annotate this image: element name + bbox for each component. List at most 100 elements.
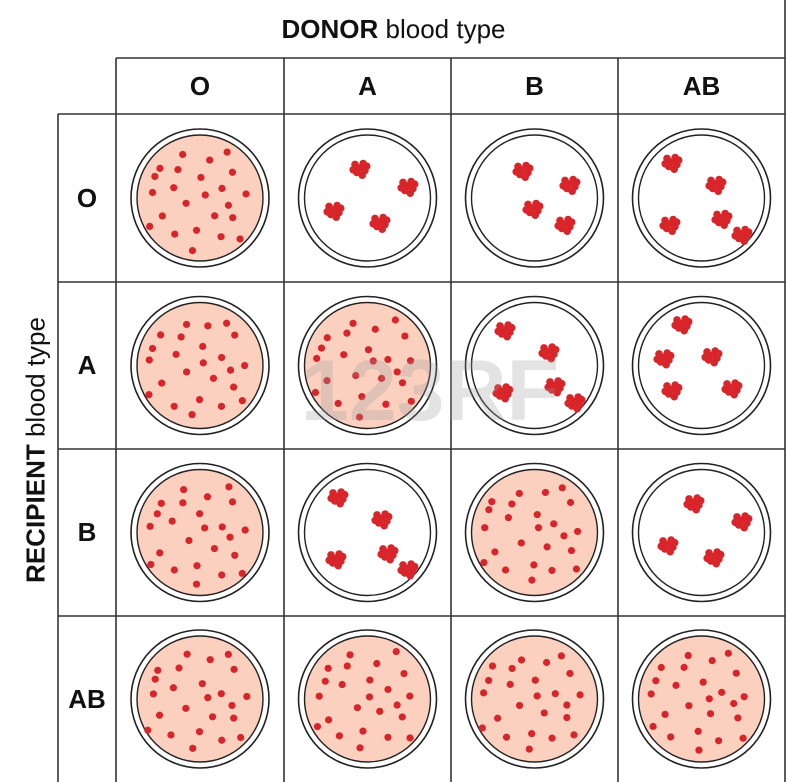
dish-a-o: [130, 295, 270, 436]
red-cell: [547, 354, 555, 363]
red-cell: [171, 230, 179, 238]
red-cell: [208, 713, 217, 721]
red-cell: [201, 191, 209, 199]
red-cell: [204, 694, 212, 702]
red-cell: [737, 230, 746, 238]
red-cell: [358, 171, 367, 179]
red-cell: [325, 556, 334, 565]
red-cell: [353, 704, 361, 712]
red-cell: [340, 351, 348, 359]
red-cell: [732, 669, 740, 677]
red-cell: [703, 554, 711, 563]
agglutination-clump: [703, 548, 725, 568]
red-cell: [369, 220, 378, 228]
red-cell: [515, 701, 524, 710]
red-cell: [734, 381, 743, 390]
dish-o-o: [130, 128, 270, 268]
dish-ab-b: [464, 629, 605, 769]
red-cell: [663, 540, 672, 549]
red-cell: [183, 650, 191, 658]
red-cell: [410, 180, 419, 188]
red-cell: [670, 538, 679, 547]
column-header-o: O: [189, 70, 211, 101]
red-cell: [674, 156, 683, 164]
red-cell: [406, 357, 415, 365]
red-cell: [376, 707, 384, 715]
red-cell: [366, 676, 374, 684]
red-cell: [333, 492, 342, 501]
red-cell: [217, 402, 226, 410]
red-cell: [718, 688, 726, 696]
red-cell: [683, 500, 691, 509]
red-cell: [724, 649, 732, 657]
red-cell: [494, 327, 503, 336]
red-cell: [699, 678, 707, 686]
dish-fluid: [637, 301, 766, 430]
red-cell: [557, 379, 566, 388]
dish-fluid: [303, 134, 432, 262]
red-cell: [228, 168, 237, 176]
red-cell: [661, 160, 669, 168]
red-cell: [541, 488, 550, 497]
red-cell: [480, 689, 488, 697]
red-cell: [210, 544, 219, 553]
red-cell: [237, 733, 245, 742]
agglutination-clump: [494, 321, 516, 341]
red-cell: [689, 498, 698, 507]
red-cell: [218, 571, 226, 579]
red-cell: [180, 486, 188, 494]
red-cell: [151, 675, 159, 683]
red-cell: [182, 704, 190, 712]
red-cell: [182, 320, 191, 329]
red-cell: [403, 182, 412, 190]
row-header-ab: AB: [68, 683, 106, 714]
red-cell: [336, 204, 345, 212]
red-cell: [185, 536, 193, 545]
red-cell: [390, 546, 399, 555]
red-cell: [175, 664, 183, 672]
red-cell: [338, 680, 346, 689]
red-cell: [397, 184, 406, 192]
red-cell: [531, 676, 539, 684]
agglutination-clump: [659, 215, 681, 235]
red-cell: [358, 393, 366, 401]
red-cell: [406, 189, 415, 197]
red-cell: [401, 332, 409, 340]
agglutination-clump: [705, 175, 727, 195]
red-cell: [740, 693, 748, 701]
red-cell: [229, 214, 237, 222]
red-cell: [705, 182, 713, 190]
red-cell: [534, 524, 543, 532]
red-cell: [563, 227, 571, 235]
red-cell: [338, 552, 347, 561]
red-cell: [493, 714, 502, 722]
dish-fluid: [637, 468, 766, 597]
red-cell: [188, 411, 196, 419]
red-cell: [206, 156, 214, 164]
agglutination-clump: [512, 161, 534, 181]
red-cell: [313, 722, 322, 731]
red-cell: [731, 518, 739, 527]
red-cell: [230, 714, 238, 722]
column-header-a: A: [358, 70, 377, 101]
column-header-ab: AB: [682, 70, 721, 101]
red-cell: [674, 383, 683, 392]
red-cell: [156, 164, 164, 172]
red-cell: [528, 730, 536, 738]
red-cell: [695, 746, 703, 754]
red-cell: [544, 347, 553, 356]
red-cell: [145, 356, 153, 364]
red-cell: [560, 532, 568, 540]
red-cell: [480, 558, 488, 567]
dish-ab-o: [130, 629, 270, 769]
red-cell: [730, 390, 738, 399]
red-cell: [521, 173, 529, 181]
red-cell: [573, 404, 581, 413]
red-cell: [525, 164, 534, 172]
red-cell: [355, 164, 364, 172]
red-cell: [168, 517, 176, 525]
red-cell: [744, 514, 753, 523]
red-cell: [346, 651, 354, 659]
red-cell: [238, 397, 246, 405]
red-cell: [533, 510, 541, 519]
